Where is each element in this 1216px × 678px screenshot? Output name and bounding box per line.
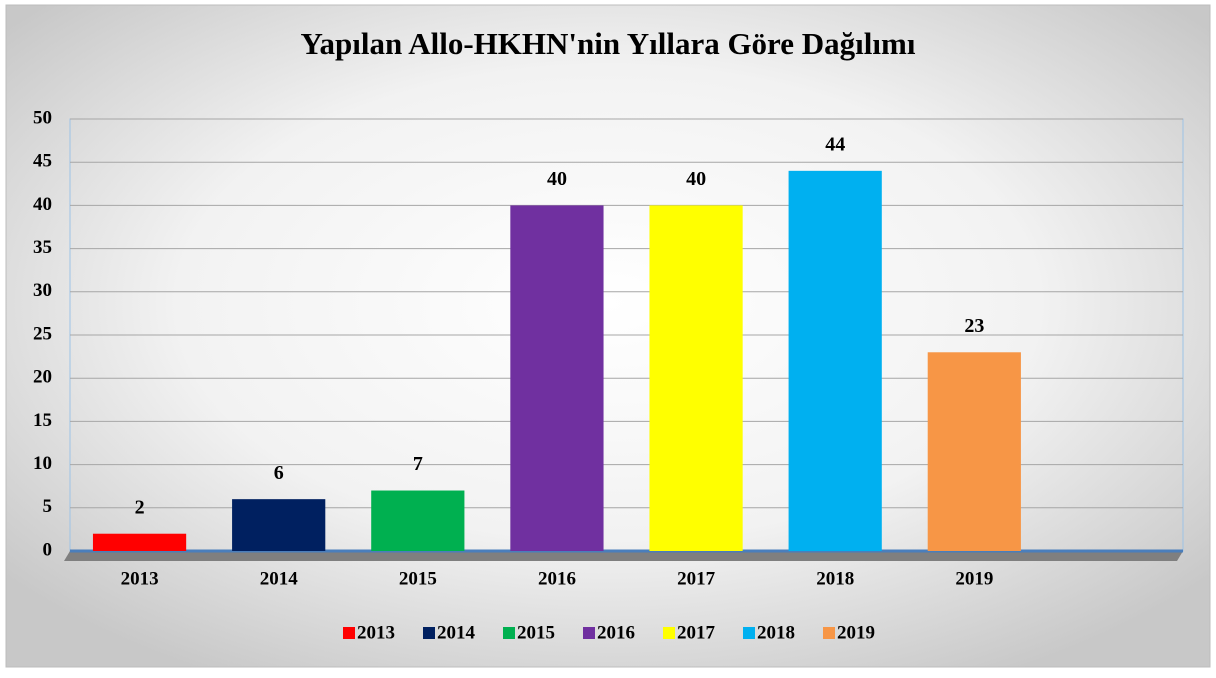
legend-swatch: [743, 627, 755, 639]
y-tick-label: 30: [33, 280, 52, 301]
x-tick-label: 2014: [260, 568, 299, 589]
x-tick-label: 2016: [538, 568, 576, 589]
legend-label: 2015: [517, 622, 555, 643]
bar: [649, 205, 743, 551]
y-tick-label: 35: [33, 237, 52, 258]
data-label: 7: [413, 453, 423, 475]
y-tick-label: 45: [33, 151, 52, 172]
bar: [371, 490, 465, 551]
x-tick-label: 2018: [816, 568, 854, 589]
bar: [788, 170, 882, 551]
legend-label: 2013: [357, 622, 395, 643]
legend-swatch: [823, 627, 835, 639]
legend-label: 2016: [597, 622, 635, 643]
x-tick-label: 2017: [677, 568, 716, 589]
legend-label: 2018: [757, 622, 795, 643]
chart-title: Yapılan Allo-HKHN'nin Yıllara Göre Dağıl…: [301, 26, 916, 61]
data-label: 6: [274, 462, 284, 484]
y-tick-label: 40: [33, 194, 52, 215]
y-tick-label: 5: [43, 496, 53, 517]
floor: [64, 551, 1183, 561]
legend-label: 2019: [837, 622, 875, 643]
x-tick-label: 2019: [955, 568, 993, 589]
y-tick-label: 10: [33, 453, 52, 474]
legend-swatch: [423, 627, 435, 639]
y-tick-label: 15: [33, 410, 52, 431]
data-label: 40: [686, 168, 706, 190]
data-label: 23: [964, 315, 984, 337]
data-label: 2: [135, 496, 145, 518]
y-tick-label: 25: [33, 323, 52, 344]
y-tick-label: 20: [33, 367, 52, 388]
data-label: 44: [825, 133, 845, 155]
legend-swatch: [663, 627, 675, 639]
chart-background: [5, 4, 1211, 668]
y-tick-label: 50: [33, 107, 52, 128]
legend-label: 2017: [677, 622, 716, 643]
bar: [927, 352, 1021, 551]
x-tick-label: 2013: [121, 568, 159, 589]
bar: [232, 499, 326, 551]
legend-label: 2014: [437, 622, 476, 643]
bar: [92, 533, 187, 551]
legend-swatch: [583, 627, 595, 639]
y-tick-label: 0: [43, 539, 53, 560]
data-label: 40: [547, 168, 567, 190]
legend-swatch: [343, 627, 355, 639]
legend-swatch: [503, 627, 515, 639]
bar: [510, 205, 604, 551]
x-tick-label: 2015: [399, 568, 437, 589]
